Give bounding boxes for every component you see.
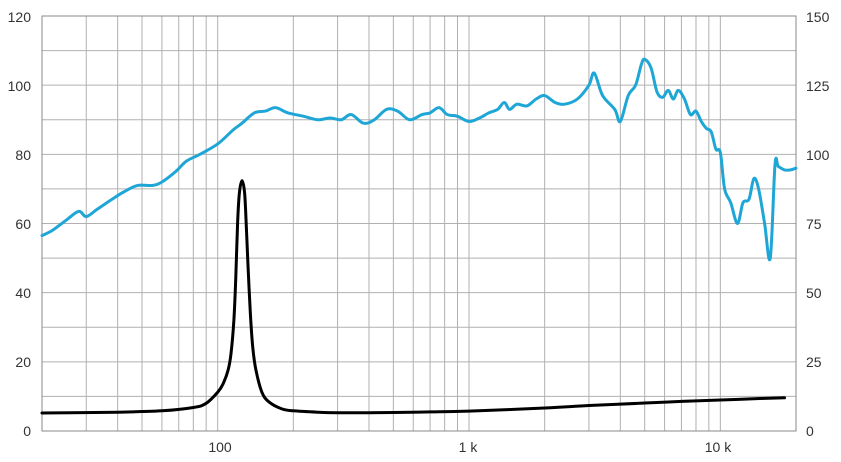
x-tick-label: 100 <box>208 439 232 455</box>
y2-tick-label: 125 <box>806 78 830 94</box>
spl-response-line <box>40 57 798 262</box>
x-tick-label: 10 k <box>705 439 732 455</box>
y-tick-label: 60 <box>15 216 31 232</box>
impedance-line <box>40 179 786 415</box>
y-tick-label: 80 <box>15 147 31 163</box>
y-tick-label: 100 <box>8 78 32 94</box>
chart-series <box>40 57 798 415</box>
y-tick-label: 20 <box>15 354 31 370</box>
y2-tick-label: 150 <box>806 9 830 25</box>
y2-tick-label: 100 <box>806 147 830 163</box>
plot-frame <box>41 15 797 432</box>
y2-tick-label: 50 <box>806 285 822 301</box>
y-tick-label: 120 <box>8 9 32 25</box>
chart-grid <box>41 15 797 432</box>
y2-tick-label: 0 <box>806 423 814 439</box>
y-tick-label: 0 <box>23 423 31 439</box>
x-tick-label: 1 k <box>459 439 479 455</box>
chart-axes: 0 20 40 60 80 100 120 0 25 50 75 100 125… <box>8 9 830 455</box>
y2-tick-label: 75 <box>806 216 822 232</box>
y-tick-label: 40 <box>15 285 31 301</box>
y2-tick-label: 25 <box>806 354 822 370</box>
